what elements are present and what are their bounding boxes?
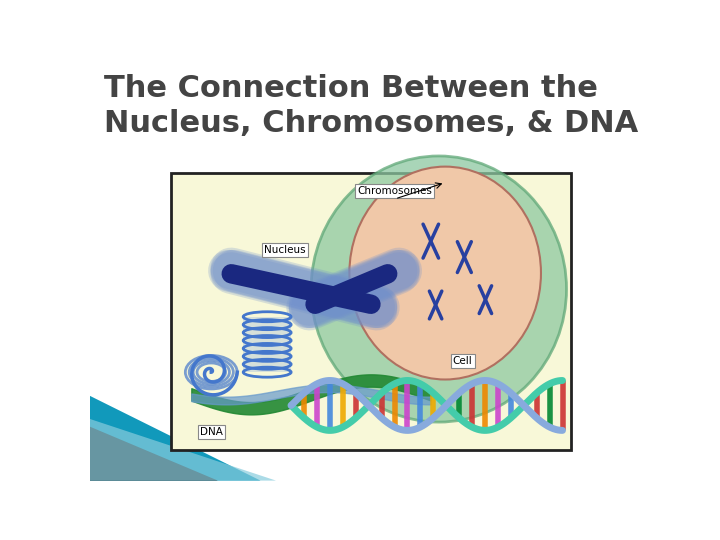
Text: Nucleus: Nucleus [264,245,306,255]
Text: Chromosomes: Chromosomes [357,186,432,195]
FancyBboxPatch shape [171,173,570,450]
Text: DNA: DNA [200,427,222,437]
Ellipse shape [349,167,541,380]
FancyBboxPatch shape [243,317,291,372]
Ellipse shape [311,156,567,422]
Text: The Connection Between the
Nucleus, Chromosomes, & DNA: The Connection Between the Nucleus, Chro… [104,74,638,138]
Text: Cell: Cell [453,356,472,366]
Polygon shape [90,419,276,481]
Polygon shape [90,427,218,481]
Polygon shape [90,396,261,481]
